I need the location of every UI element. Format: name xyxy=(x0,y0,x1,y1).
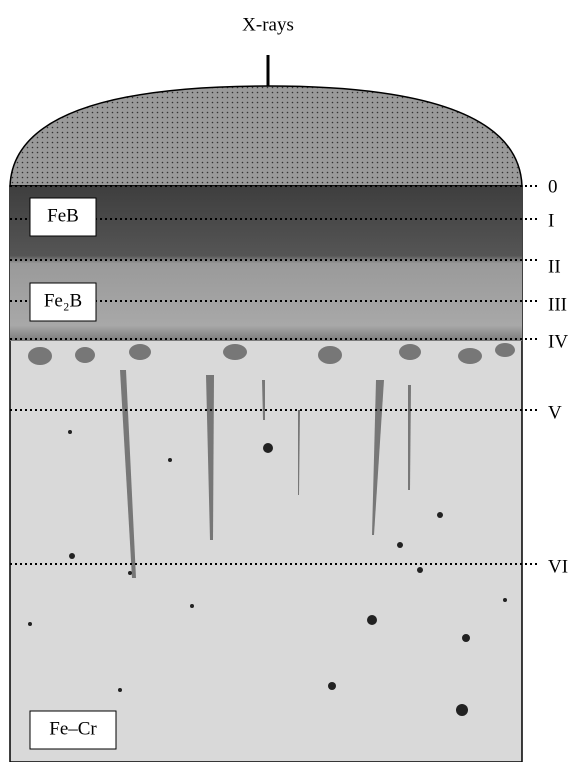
grains xyxy=(28,343,515,578)
title: X-rays xyxy=(242,14,294,35)
label-box xyxy=(29,197,97,237)
label-box xyxy=(29,282,97,322)
label-box xyxy=(29,710,117,750)
level-label: 0 xyxy=(548,176,558,197)
level-label: III xyxy=(548,294,567,315)
level-label: I xyxy=(548,210,554,231)
phase-label: Fe₂B xyxy=(44,290,82,311)
beam-zone xyxy=(9,85,523,187)
phase-label: FeB xyxy=(47,205,79,226)
pores xyxy=(28,430,507,716)
level-label: VI xyxy=(548,556,568,577)
level-label: IV xyxy=(548,331,568,352)
level-label: II xyxy=(548,256,561,277)
level-lines xyxy=(10,185,540,565)
level-label: V xyxy=(548,402,562,423)
phase-label: Fe–Cr xyxy=(49,718,97,739)
